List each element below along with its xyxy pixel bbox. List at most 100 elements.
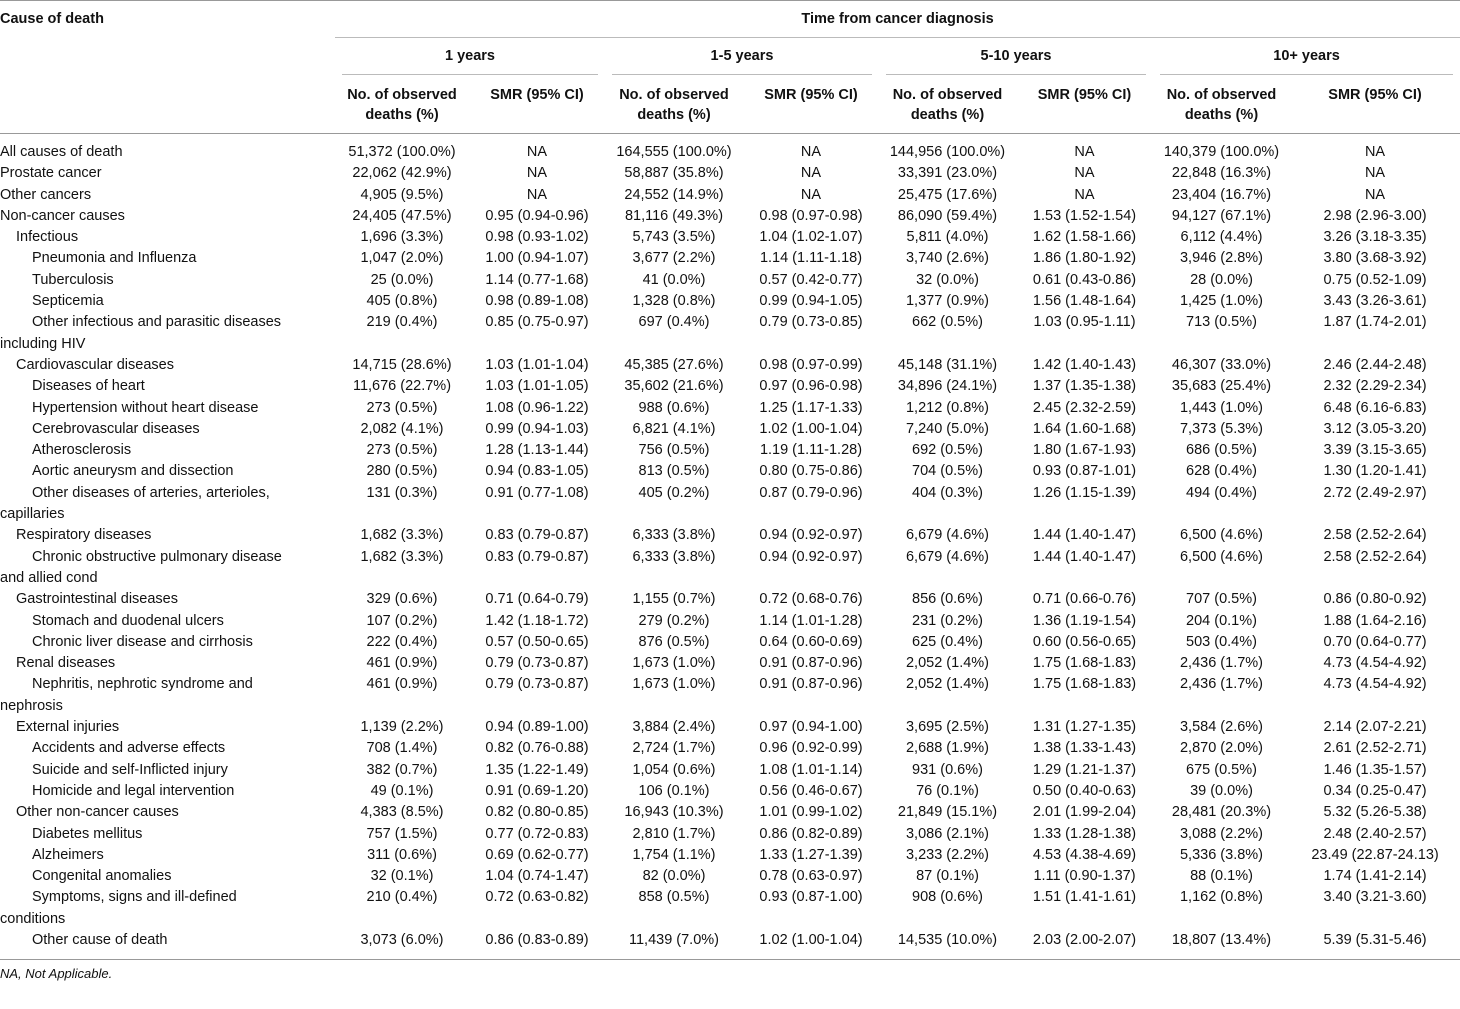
- cause-cell: Homicide and legal intervention: [0, 781, 335, 802]
- table-row: Tuberculosis 25 (0.0%) 1.14 (0.77-1.68) 41 …: [0, 270, 1460, 291]
- table-body: All causes of death 51,372 (100.0%) NA 164,…: [0, 133, 1460, 960]
- value-cell: 23,404 (16.7%): [1171, 186, 1272, 203]
- subheader-cell: No. of observed deaths (%): [879, 75, 1016, 134]
- value-cell: 6,333 (3.8%): [632, 548, 716, 565]
- value-cell: 6,679 (4.6%): [905, 527, 990, 544]
- value-cell: 1.30 (1.20-1.41): [1323, 463, 1427, 480]
- value-cell: 1.11 (0.90-1.37): [1033, 868, 1136, 885]
- value-cell: 3,884 (2.4%): [632, 719, 716, 736]
- value-cell: 0.87 (0.79-0.96): [759, 484, 863, 501]
- value-cell: 1.31 (1.27-1.35): [1032, 719, 1137, 736]
- cause-cell: Pneumonia and Influenza: [0, 248, 335, 269]
- value-cell: 0.94 (0.83-1.05): [485, 463, 589, 480]
- value-cell: 856 (0.6%): [912, 591, 983, 608]
- value-cell: 0.79 (0.73-0.87): [485, 676, 589, 693]
- value-cell: 0.95 (0.94-0.96): [485, 207, 589, 224]
- value-cell: 1.36 (1.19-1.54): [1032, 612, 1137, 629]
- subheader-cell: SMR (95% CI): [469, 75, 605, 134]
- value-cell: 707 (0.5%): [1186, 591, 1257, 608]
- value-cell: 0.91 (0.87-0.96): [759, 655, 863, 672]
- value-cell: 2,052 (1.4%): [905, 676, 990, 693]
- cause-label: Tuberculosis: [32, 271, 114, 288]
- value-cell: 6,500 (4.6%): [1179, 527, 1264, 544]
- value-cell: 3.12 (3.05-3.20): [1323, 420, 1427, 437]
- cause-cell: Septicemia: [0, 291, 335, 312]
- value-cell: 3.39 (3.15-3.65): [1323, 442, 1427, 459]
- value-cell: 3.26 (3.18-3.35): [1323, 229, 1427, 246]
- cause-cell: Nephritis, nephrotic syndrome and nephro…: [0, 674, 335, 717]
- cause-label: Diabetes mellitus: [32, 825, 143, 842]
- cause-cell: Non-cancer causes: [0, 206, 335, 227]
- value-cell: 140,379 (100.0%): [1163, 144, 1280, 160]
- value-cell: 708 (1.4%): [366, 740, 438, 757]
- cause-label: Congenital anomalies: [32, 868, 172, 885]
- value-cell: 11,676 (22.7%): [352, 378, 452, 395]
- value-cell: 1.88 (1.64-2.16): [1323, 612, 1427, 629]
- value-cell: 1.28 (1.13-1.44): [485, 442, 589, 459]
- cause-cell: Hypertension without heart disease: [0, 398, 335, 419]
- table-row: Chronic obstructive pulmonary disease an…: [0, 547, 1460, 590]
- value-cell: 757 (1.5%): [366, 825, 438, 842]
- subheader-cell: No. of observed deaths (%): [1153, 75, 1290, 134]
- value-cell: 908 (0.6%): [912, 889, 983, 906]
- subheader: No. of observed deaths (%): [347, 87, 457, 123]
- group-header-cell: 1-5 years: [605, 38, 879, 75]
- value-cell: 4.73 (4.54-4.92): [1323, 676, 1427, 693]
- value-cell: 3.80 (3.68-3.92): [1323, 250, 1427, 267]
- table-row: Alzheimers 311 (0.6%) 0.69 (0.62-0.77) 1,75…: [0, 845, 1460, 866]
- value-cell: 0.86 (0.82-0.89): [759, 825, 863, 842]
- value-cell: NA: [800, 186, 822, 203]
- value-cell: 1.42 (1.40-1.43): [1032, 356, 1137, 373]
- value-cell: 0.72 (0.68-0.76): [759, 591, 863, 608]
- value-cell: 2.46 (2.44-2.48): [1323, 356, 1427, 373]
- value-cell: 5,336 (3.8%): [1179, 846, 1264, 863]
- value-cell: 1,443 (1.0%): [1179, 399, 1264, 416]
- value-cell: 22,062 (42.9%): [352, 165, 452, 182]
- value-cell: 81,116 (49.3%): [624, 207, 724, 224]
- value-cell: 219 (0.4%): [366, 314, 438, 331]
- value-cell: 503 (0.4%): [1186, 633, 1257, 650]
- table-row: Accidents and adverse effects 708 (1.4%) 0…: [0, 738, 1460, 759]
- table-row: Other cause of death 3,073 (6.0%) 0.86 (0.…: [0, 930, 1460, 960]
- value-cell: NA: [1074, 144, 1095, 160]
- value-cell: 6,679 (4.6%): [905, 548, 990, 565]
- value-cell: 625 (0.4%): [912, 633, 983, 650]
- value-cell: 0.78 (0.63-0.97): [759, 868, 863, 885]
- value-cell: NA: [1364, 165, 1386, 182]
- value-cell: 2.61 (2.52-2.71): [1323, 740, 1427, 757]
- value-cell: 0.97 (0.96-0.98): [759, 378, 863, 395]
- value-cell: 5,743 (3.5%): [632, 229, 716, 246]
- value-cell: 0.64 (0.60-0.69): [759, 633, 863, 650]
- value-cell: 46,307 (33.0%): [1171, 356, 1272, 373]
- value-cell: 0.79 (0.73-0.85): [759, 314, 863, 331]
- value-cell: 1.44 (1.40-1.47): [1032, 527, 1137, 544]
- value-cell: NA: [526, 144, 548, 160]
- value-cell: 35,602 (21.6%): [624, 378, 724, 395]
- value-cell: 1.02 (1.00-1.04): [759, 420, 863, 437]
- value-cell: 1,673 (1.0%): [632, 655, 716, 672]
- value-cell: 58,887 (35.8%): [624, 165, 724, 182]
- value-cell: 280 (0.5%): [366, 463, 438, 480]
- value-cell: 2.98 (2.96-3.00): [1323, 207, 1427, 224]
- value-cell: 11,439 (7.0%): [628, 931, 719, 948]
- value-cell: 204 (0.1%): [1186, 612, 1257, 629]
- value-cell: 1.29 (1.21-1.37): [1032, 761, 1137, 778]
- value-cell: 1.19 (1.11-1.28): [759, 442, 863, 459]
- value-cell: 164,555 (100.0%): [616, 144, 732, 160]
- value-cell: 88 (0.1%): [1190, 868, 1253, 885]
- value-cell: 1.03 (1.01-1.05): [485, 378, 589, 395]
- header-time-text: Time from cancer diagnosis: [335, 1, 1460, 38]
- value-cell: 0.71 (0.66-0.76): [1032, 591, 1137, 608]
- value-cell: 461 (0.9%): [366, 676, 438, 693]
- value-cell: 0.83 (0.79-0.87): [485, 527, 589, 544]
- value-cell: 0.94 (0.89-1.00): [485, 719, 589, 736]
- value-cell: 3,233 (2.2%): [905, 846, 990, 863]
- cause-label: Gastrointestinal diseases: [16, 591, 178, 608]
- value-cell: 1,682 (3.3%): [360, 527, 444, 544]
- cause-cell: Stomach and duodenal ulcers: [0, 611, 335, 632]
- table-row: Symptoms, signs and ill-defined conditio…: [0, 887, 1460, 930]
- value-cell: 1.00 (0.94-1.07): [485, 250, 589, 267]
- value-cell: 1.62 (1.58-1.66): [1032, 229, 1137, 246]
- table-row: Renal diseases 461 (0.9%) 0.79 (0.73-0.87)…: [0, 653, 1460, 674]
- value-cell: 4.73 (4.54-4.92): [1323, 655, 1427, 672]
